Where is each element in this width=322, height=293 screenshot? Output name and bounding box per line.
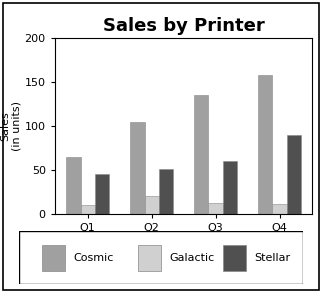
Bar: [272, 204, 287, 214]
Text: Galactic: Galactic: [169, 253, 215, 263]
Bar: [208, 203, 223, 214]
Bar: [95, 174, 109, 214]
Bar: [66, 157, 80, 214]
Bar: [223, 161, 237, 214]
FancyBboxPatch shape: [42, 245, 65, 271]
Bar: [287, 135, 301, 214]
FancyBboxPatch shape: [223, 245, 246, 271]
Bar: [194, 95, 208, 214]
Bar: [145, 196, 159, 214]
Text: Cosmic: Cosmic: [73, 253, 114, 263]
Bar: [80, 205, 95, 214]
FancyBboxPatch shape: [138, 245, 161, 271]
Text: Stellar: Stellar: [254, 253, 291, 263]
Bar: [159, 169, 173, 214]
Bar: [130, 122, 145, 214]
FancyBboxPatch shape: [19, 231, 303, 284]
Y-axis label: Sales
(in units): Sales (in units): [0, 101, 22, 151]
Title: Sales by Printer: Sales by Printer: [103, 17, 264, 35]
X-axis label: Quarter: Quarter: [162, 239, 205, 248]
Bar: [258, 75, 272, 214]
